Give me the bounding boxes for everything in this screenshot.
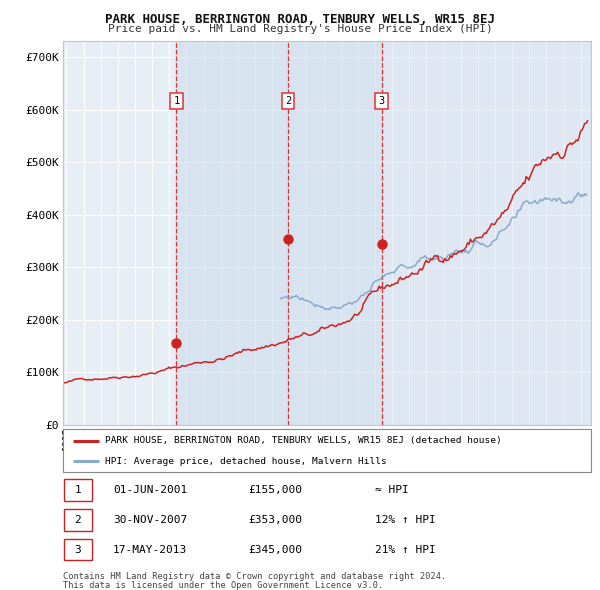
FancyBboxPatch shape <box>64 509 92 530</box>
Text: PARK HOUSE, BERRINGTON ROAD, TENBURY WELLS, WR15 8EJ (detached house): PARK HOUSE, BERRINGTON ROAD, TENBURY WEL… <box>105 437 502 445</box>
Text: This data is licensed under the Open Government Licence v3.0.: This data is licensed under the Open Gov… <box>63 581 383 590</box>
Text: Contains HM Land Registry data © Crown copyright and database right 2024.: Contains HM Land Registry data © Crown c… <box>63 572 446 581</box>
Text: 21% ↑ HPI: 21% ↑ HPI <box>374 545 435 555</box>
Text: 01-JUN-2001: 01-JUN-2001 <box>113 485 187 495</box>
Bar <box>176 41 288 425</box>
FancyBboxPatch shape <box>63 429 591 472</box>
Text: £155,000: £155,000 <box>248 485 302 495</box>
Text: HPI: Average price, detached house, Malvern Hills: HPI: Average price, detached house, Malv… <box>105 457 387 466</box>
Text: 12% ↑ HPI: 12% ↑ HPI <box>374 515 435 525</box>
Text: £345,000: £345,000 <box>248 545 302 555</box>
Text: 2: 2 <box>74 515 81 525</box>
Text: 30-NOV-2007: 30-NOV-2007 <box>113 515 187 525</box>
Text: 17-MAY-2013: 17-MAY-2013 <box>113 545 187 555</box>
Text: 3: 3 <box>74 545 81 555</box>
FancyBboxPatch shape <box>64 479 92 501</box>
Text: £353,000: £353,000 <box>248 515 302 525</box>
Bar <box>288 41 382 425</box>
Text: ≈ HPI: ≈ HPI <box>374 485 408 495</box>
Text: 3: 3 <box>379 96 385 106</box>
Text: 2: 2 <box>285 96 291 106</box>
Text: PARK HOUSE, BERRINGTON ROAD, TENBURY WELLS, WR15 8EJ: PARK HOUSE, BERRINGTON ROAD, TENBURY WEL… <box>105 13 495 26</box>
Text: Price paid vs. HM Land Registry's House Price Index (HPI): Price paid vs. HM Land Registry's House … <box>107 24 493 34</box>
Text: 1: 1 <box>173 96 179 106</box>
Bar <box>382 41 591 425</box>
FancyBboxPatch shape <box>64 539 92 560</box>
Text: 1: 1 <box>74 485 81 495</box>
